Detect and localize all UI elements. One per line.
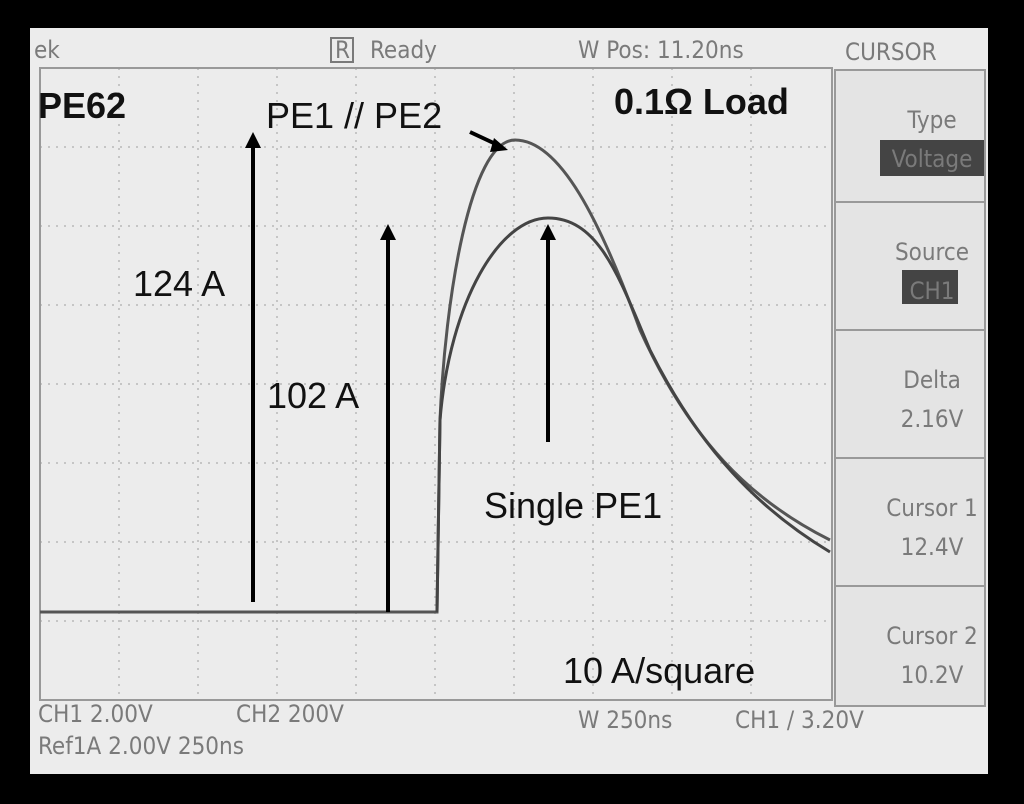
menu-value: 2.16V <box>901 405 964 433</box>
state: Ready <box>370 36 437 64</box>
menu-value: CH1 <box>909 277 954 305</box>
arrowheads <box>245 132 556 240</box>
menu-value: 12.4V <box>901 533 964 561</box>
menu-label: Type <box>906 106 956 134</box>
ref: Ref1A 2.00V 250ns <box>38 732 244 760</box>
single-label: Single PE1 <box>484 485 662 526</box>
scale-label: 10 A/square <box>563 650 755 691</box>
peak-parallel: 124 A <box>133 263 225 304</box>
model: PE62 <box>38 85 126 126</box>
timebase: W 250ns <box>578 706 672 734</box>
position: W Pos: 11.20ns <box>578 36 744 64</box>
trigger: CH1 / 3.20V <box>735 706 864 734</box>
menu-value: 10.2V <box>901 661 964 689</box>
parallel-label: PE1 // PE2 <box>266 95 442 136</box>
state-box <box>330 37 354 63</box>
menu-value: Voltage <box>892 145 973 173</box>
menu-title: CURSOR <box>845 38 937 66</box>
menu-label: Source <box>895 238 969 266</box>
arrows <box>251 130 550 612</box>
load-label: 0.1Ω Load <box>614 81 789 122</box>
ch1: CH1 2.00V <box>38 700 153 728</box>
menu <box>834 69 986 707</box>
graticule <box>39 67 833 701</box>
grid <box>40 68 830 700</box>
state-icon: R <box>335 36 350 64</box>
trace-single <box>435 216 831 613</box>
ch2: CH2 200V <box>236 700 344 728</box>
screen <box>30 28 988 774</box>
menu-label: Cursor 2 <box>886 622 978 650</box>
menu-label: Delta <box>903 366 961 394</box>
menu-label: Cursor 1 <box>886 494 978 522</box>
peak-single: 102 A <box>267 375 359 416</box>
brand: ek <box>34 36 60 64</box>
